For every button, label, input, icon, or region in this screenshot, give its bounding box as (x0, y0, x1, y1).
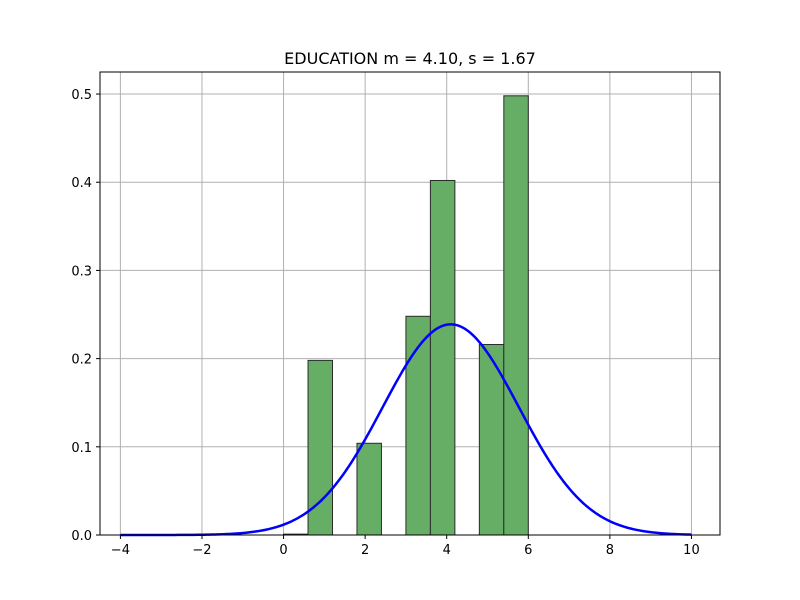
x-tick-label: 6 (524, 543, 532, 558)
x-tick-label: 2 (361, 543, 369, 558)
x-tick-label: 8 (606, 543, 614, 558)
plot-frame (99, 71, 721, 536)
x-axis-ticks: −4 −2 0 2 4 6 8 10 (111, 535, 700, 558)
histogram-bar (356, 442, 382, 536)
histogram-bars (283, 95, 529, 536)
x-tick-label: 0 (279, 543, 287, 558)
x-tick-label: 10 (683, 543, 700, 558)
y-axis-ticks: 0.0 0.1 0.2 0.3 0.4 0.5 (71, 88, 100, 544)
normal-curve (120, 323, 692, 537)
y-tick-label: 0.1 (71, 441, 92, 456)
y-tick-label: 0.5 (71, 88, 92, 103)
histogram-bar (478, 344, 505, 536)
histogram-bar (503, 95, 529, 536)
x-tick-label: −2 (192, 543, 211, 558)
y-tick-label: 0.3 (71, 264, 92, 279)
y-tick-label: 0.2 (71, 353, 92, 368)
histogram-bar (405, 315, 431, 536)
y-tick-label: 0.0 (71, 529, 92, 544)
y-tick-label: 0.4 (71, 176, 92, 191)
x-tick-label: −4 (111, 543, 130, 558)
normal-curve-group (120, 323, 692, 537)
chart-title: EDUCATION m = 4.10, s = 1.67 (284, 49, 536, 68)
x-tick-label: 4 (443, 543, 451, 558)
histogram-bar (429, 179, 456, 536)
histogram-bar (307, 359, 333, 536)
